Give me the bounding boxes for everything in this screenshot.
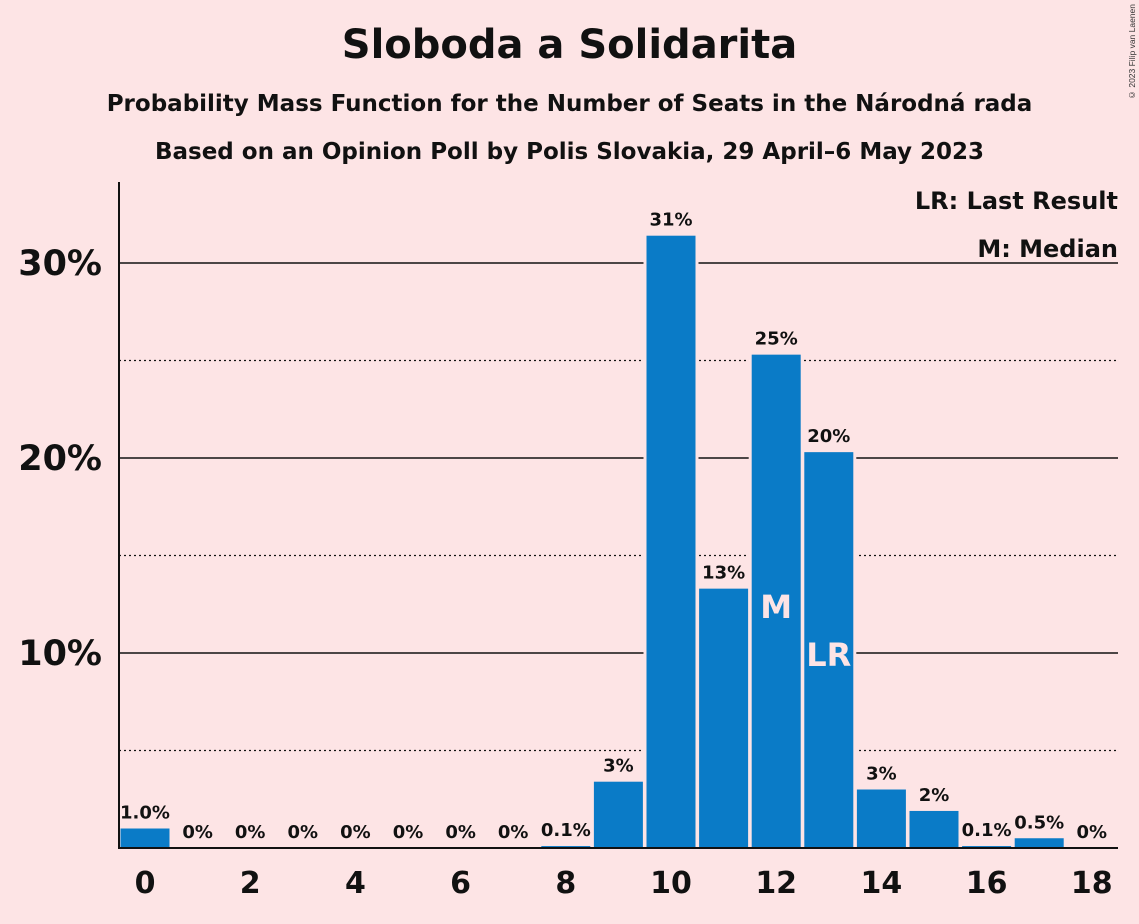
bar bbox=[751, 354, 801, 848]
bar-value-label: 0.1% bbox=[962, 820, 1012, 841]
x-tick-label: 0 bbox=[135, 866, 156, 901]
x-tick-label: 12 bbox=[755, 866, 797, 901]
bar bbox=[856, 789, 906, 848]
bar bbox=[593, 781, 643, 848]
chart-subtitle: Probability Mass Function for the Number… bbox=[106, 91, 1033, 117]
x-tick-label: 18 bbox=[1071, 866, 1113, 901]
bar-value-label: 0% bbox=[288, 822, 319, 843]
bar-value-label: 0% bbox=[340, 822, 371, 843]
bar-value-label: 13% bbox=[702, 563, 745, 584]
x-tick-label: 10 bbox=[650, 866, 692, 901]
bar-value-label: 0% bbox=[393, 822, 424, 843]
bar-halo bbox=[538, 843, 594, 848]
x-tick-label: 2 bbox=[240, 866, 261, 901]
median-marker: M bbox=[760, 588, 792, 626]
bar-value-label: 20% bbox=[807, 426, 850, 447]
last-result-marker: LR bbox=[806, 636, 851, 674]
bar-value-label: 0% bbox=[445, 822, 476, 843]
labels: 10%20%30%1.0%0% 0% 0% 0% 0% 0% 0% 0.1%3%31%13%2… bbox=[18, 208, 1113, 901]
chart-title: Sloboda a Solidarita bbox=[341, 22, 798, 68]
y-tick-label: 10% bbox=[18, 634, 102, 674]
bar-value-label: 0% bbox=[1077, 822, 1108, 843]
chart-source: Based on an Opinion Poll by Polis Slovak… bbox=[154, 139, 985, 165]
gridlines bbox=[119, 262, 1118, 752]
bar bbox=[909, 810, 959, 848]
bar-value-label: 0% bbox=[182, 822, 213, 843]
x-tick-label: 4 bbox=[345, 866, 366, 901]
bar-value-label: 1.0% bbox=[120, 803, 170, 824]
bar bbox=[804, 452, 854, 848]
bar-value-label: 0% bbox=[498, 822, 529, 843]
bar-value-label: 0.1% bbox=[541, 820, 591, 841]
bar bbox=[1014, 838, 1064, 848]
bar-value-label: 0.5% bbox=[1014, 812, 1064, 833]
bar bbox=[120, 828, 170, 848]
legend-median: M: Median bbox=[977, 235, 1118, 263]
bar-halo bbox=[959, 843, 1015, 848]
bar bbox=[646, 235, 696, 848]
legend-last-result: LR: Last Result bbox=[915, 187, 1118, 215]
bars bbox=[117, 232, 1067, 848]
bar-value-label: 3% bbox=[603, 756, 634, 777]
bar-value-label: 3% bbox=[866, 764, 897, 785]
bar-value-label: 2% bbox=[919, 785, 950, 806]
y-tick-label: 20% bbox=[18, 439, 102, 479]
bar-value-label: 25% bbox=[755, 329, 798, 350]
bar-value-label: 31% bbox=[649, 210, 692, 231]
x-tick-label: 8 bbox=[555, 866, 576, 901]
x-tick-label: 14 bbox=[861, 866, 903, 901]
x-tick-label: 6 bbox=[450, 866, 471, 901]
bar bbox=[699, 588, 749, 848]
axes bbox=[118, 182, 1118, 849]
x-tick-label: 16 bbox=[966, 866, 1008, 901]
y-tick-label: 30% bbox=[18, 244, 102, 284]
bar-value-label: 0% bbox=[235, 822, 266, 843]
